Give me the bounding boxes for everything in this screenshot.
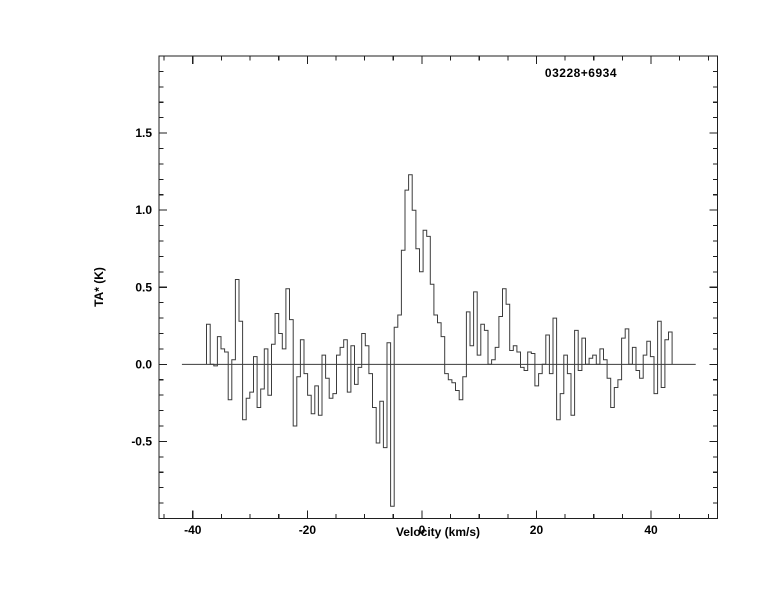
y-tick-label: -0.5 — [131, 434, 152, 448]
plot-frame — [158, 55, 719, 520]
y-tick-label: 1.0 — [135, 203, 152, 217]
y-tick-label: 1.5 — [135, 126, 152, 140]
source-title: 03228+6934 — [544, 66, 617, 80]
y-tick-label: 0.5 — [135, 280, 152, 294]
y-axis-label: TA* (K) — [92, 267, 106, 307]
y-tick-label: 0.0 — [135, 357, 152, 371]
x-axis-label: Velocity (km/s) — [395, 525, 481, 539]
x-tick-label: 20 — [530, 523, 544, 537]
x-tick-label: 0 — [419, 523, 426, 537]
x-tick-label: 40 — [644, 523, 658, 537]
spectrum-trace — [206, 174, 673, 507]
x-tick-label: -40 — [184, 523, 202, 537]
x-tick-label: -20 — [299, 523, 317, 537]
